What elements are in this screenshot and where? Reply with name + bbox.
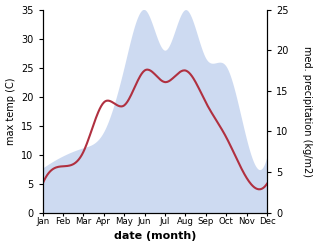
X-axis label: date (month): date (month) [114,231,196,242]
Y-axis label: med. precipitation (kg/m2): med. precipitation (kg/m2) [302,46,313,177]
Y-axis label: max temp (C): max temp (C) [5,77,16,145]
